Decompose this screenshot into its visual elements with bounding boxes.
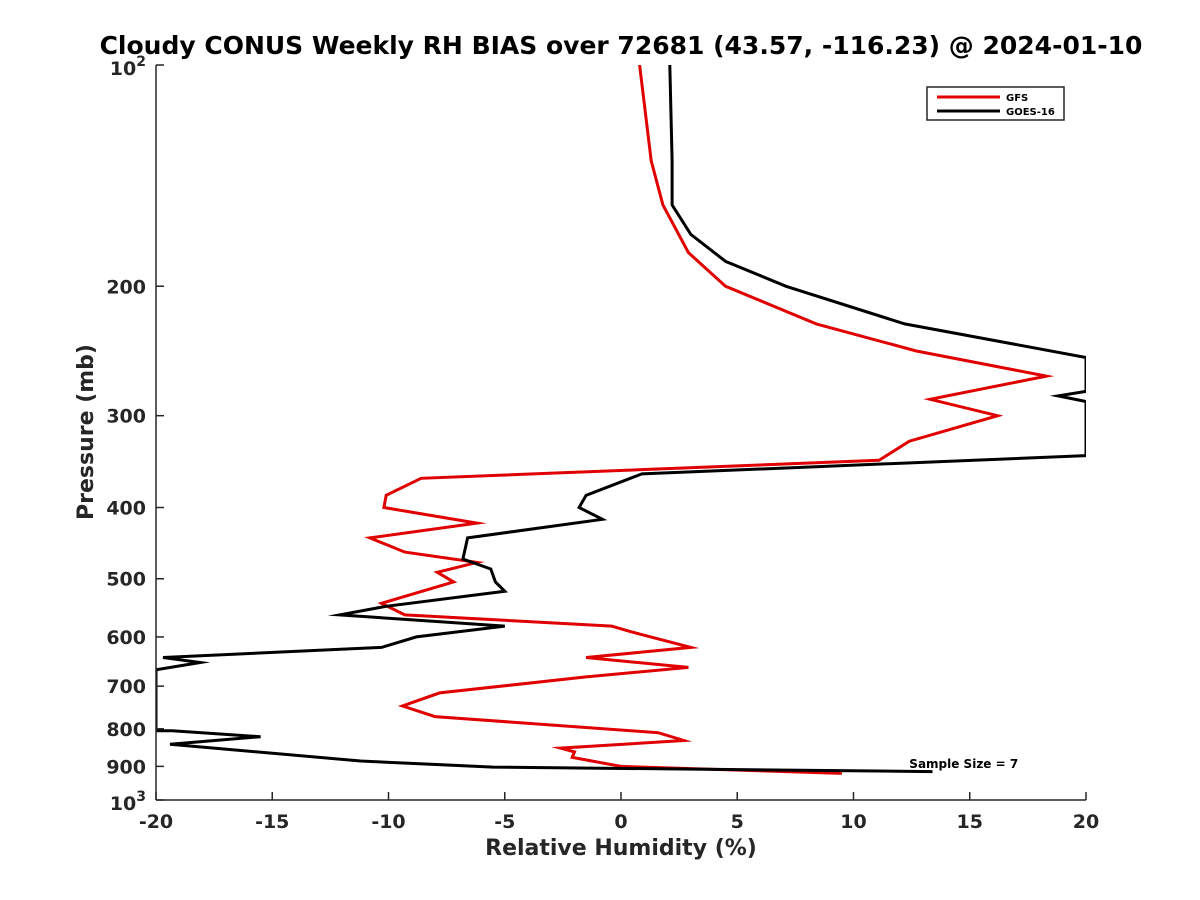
y-tick-label: 500 [106,569,146,591]
series-line-gfs [364,65,1055,775]
x-tick-label: 5 [731,811,744,833]
x-tick-label: -15 [255,811,289,833]
sample-size-annotation: Sample Size = 7 [909,757,1018,771]
series-layer [156,65,1086,775]
y-tick-label: 800 [106,719,146,741]
x-tick-label: 15 [957,811,983,833]
x-tick-label: 0 [614,811,627,833]
legend-entry: GOES-16 [1006,107,1055,118]
chart-title: Cloudy CONUS Weekly RH BIAS over 72681 (… [100,31,1143,60]
legend-box [926,86,1065,121]
y-tick-label: 200 [106,276,146,298]
x-tick-label: -10 [371,811,405,833]
y-tick-label: 300 [106,406,146,428]
y-tick-label: 400 [106,498,146,520]
y-tick-label: 102 [110,54,146,80]
y-tick-label: 700 [106,676,146,698]
y-tick-exponent: 2 [136,54,146,70]
legend-entry: GFS [1006,93,1028,104]
annotations: Sample Size = 7 [909,757,1018,771]
y-tick-base: 10 [110,58,136,80]
x-axis-label: Relative Humidity (%) [485,836,757,861]
y-tick-exponent: 3 [136,789,146,805]
x-tick-label: 20 [1073,811,1099,833]
legend: GFS GOES-16 [926,86,1065,121]
y-tick-label: 103 [110,789,146,815]
x-tick-label: -5 [494,811,515,833]
y-tick-label: 900 [106,756,146,778]
x-tick-label: 10 [840,811,866,833]
y-tick-base: 10 [110,793,136,815]
axes-layer: -20 -15 -10 -5 0 5 10 15 20102200300400500600700… [106,54,1099,833]
x-tick-label: -20 [139,811,173,833]
series-line-goes-16 [156,65,1086,774]
y-axis-label: Pressure (mb) [74,344,99,520]
y-tick-label: 600 [106,627,146,649]
